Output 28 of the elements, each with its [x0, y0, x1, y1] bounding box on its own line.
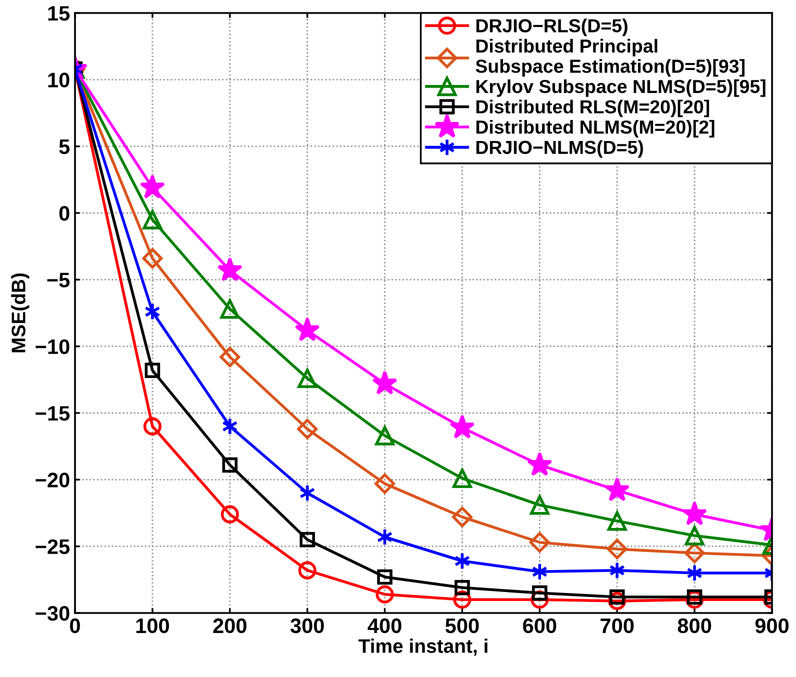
y-axis-title: MSE(dB) — [11, 273, 30, 352]
x-tick-label: 400 — [368, 618, 402, 634]
x-tick-label: 600 — [523, 618, 556, 634]
x-tick-label: 500 — [445, 618, 479, 634]
y-tick-label: −20 — [36, 472, 70, 488]
y-tick-label: 10 — [48, 72, 70, 88]
x-tick-label: 0 — [70, 618, 80, 634]
legend-label: DRJIO−NLMS(D=5) — [476, 140, 644, 158]
y-tick-label: 0 — [59, 206, 70, 221]
legend-label: Distributed Principal Subspace Estimation(D=5)[93] — [476, 38, 744, 77]
x-tick-label: 300 — [290, 618, 324, 634]
x-axis-title: Time instant, i — [358, 638, 488, 656]
y-tick-label: 15 — [48, 6, 70, 21]
y-tick-label: −30 — [36, 606, 70, 621]
x-tick-label: 800 — [678, 618, 712, 634]
legend-label: Distributed RLS(M=20)[20] — [476, 100, 710, 118]
x-tick-label: 900 — [755, 618, 789, 634]
x-tick-label: 700 — [600, 618, 634, 634]
y-tick-label: −25 — [36, 539, 70, 554]
x-tick-label: 200 — [213, 618, 246, 634]
y-tick-label: 5 — [59, 140, 70, 154]
y-tick-label: −15 — [36, 406, 70, 421]
legend-label: DRJIO−RLS(D=5) — [476, 18, 628, 36]
y-tick-label: −5 — [47, 272, 70, 288]
legend-label: Krylov Subspace NLMS(D=5)[95] — [476, 79, 766, 97]
x-tick-label: 100 — [136, 618, 169, 634]
legend-label: Distributed NLMS(M=20)[2] — [476, 120, 714, 138]
y-tick-label: −10 — [36, 339, 70, 354]
